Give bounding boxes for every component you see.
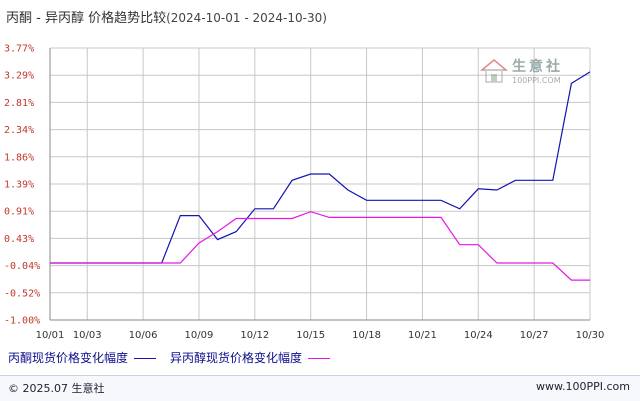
watermark-brand: 生意社 <box>512 59 563 75</box>
chart-series <box>50 71 590 281</box>
x-tick-label: 10/21 <box>408 330 437 341</box>
legend-swatch-ipa <box>308 358 331 359</box>
chart-tick-labels: 3.77% 3.29% 2.81% 2.34% 1.86% 1.39% 0.91% 0.43%… <box>4 44 604 342</box>
footer-copyright: © 2025.07 生意社 <box>8 382 105 395</box>
series-line-acetone <box>50 71 590 264</box>
footer: © 2025.07 生意社 www.100PPI.com <box>0 375 640 401</box>
y-tick-label: 0.43% <box>4 234 34 245</box>
legend-item-acetone: 丙酮现货价格变化幅度 <box>8 349 157 366</box>
y-tick-label: 0.91% <box>4 207 34 218</box>
x-tick-label: 10/12 <box>240 330 269 341</box>
chart-axes <box>49 48 590 321</box>
y-tick-label: 2.34% <box>4 125 34 136</box>
footer-site-link[interactable]: www.100PPI.com <box>536 380 630 393</box>
x-tick-label: 10/01 <box>36 330 65 341</box>
legend-label-acetone: 丙酮现货价格变化幅度 <box>8 351 129 365</box>
watermark-url: 100PPI.COM <box>512 76 561 85</box>
y-tick-label: 1.86% <box>4 152 34 163</box>
y-tick-label: -0.52% <box>4 288 40 299</box>
watermark-logo-icon <box>479 59 509 83</box>
y-tick-label: 3.77% <box>4 44 34 55</box>
chart-date-range: (2024-10-01 - 2024-10-30) <box>166 11 327 25</box>
legend: 丙酮现货价格变化幅度 异丙醇现货价格变化幅度 <box>8 349 344 366</box>
y-tick-label: 1.39% <box>4 180 34 191</box>
x-tick-label: 10/03 <box>73 330 102 341</box>
x-tick-label: 10/06 <box>129 330 158 341</box>
y-tick-label: -0.04% <box>4 261 40 272</box>
x-tick-label: 10/09 <box>185 330 214 341</box>
series-line-ipa <box>50 211 590 281</box>
legend-item-ipa: 异丙醇现货价格变化幅度 <box>170 349 331 366</box>
x-tick-label: 10/18 <box>352 330 381 341</box>
y-tick-label: 3.29% <box>4 71 34 82</box>
x-tick-label: 10/27 <box>520 330 549 341</box>
chart-title: 丙酮 - 异丙醇 价格趋势比较(2024-10-01 - 2024-10-30) <box>6 7 327 26</box>
x-tick-label: 10/30 <box>576 330 605 341</box>
y-tick-label: -1.00% <box>4 316 40 327</box>
chart-title-main: 丙酮 - 异丙醇 价格趋势比较 <box>6 11 167 26</box>
x-tick-label: 10/24 <box>464 330 493 341</box>
legend-label-ipa: 异丙醇现货价格变化幅度 <box>170 351 303 365</box>
x-tick-label: 10/15 <box>296 330 325 341</box>
watermark: 生意社 100PPI.COM <box>479 56 590 90</box>
y-tick-label: 2.81% <box>4 98 34 109</box>
legend-swatch-acetone <box>134 358 157 359</box>
